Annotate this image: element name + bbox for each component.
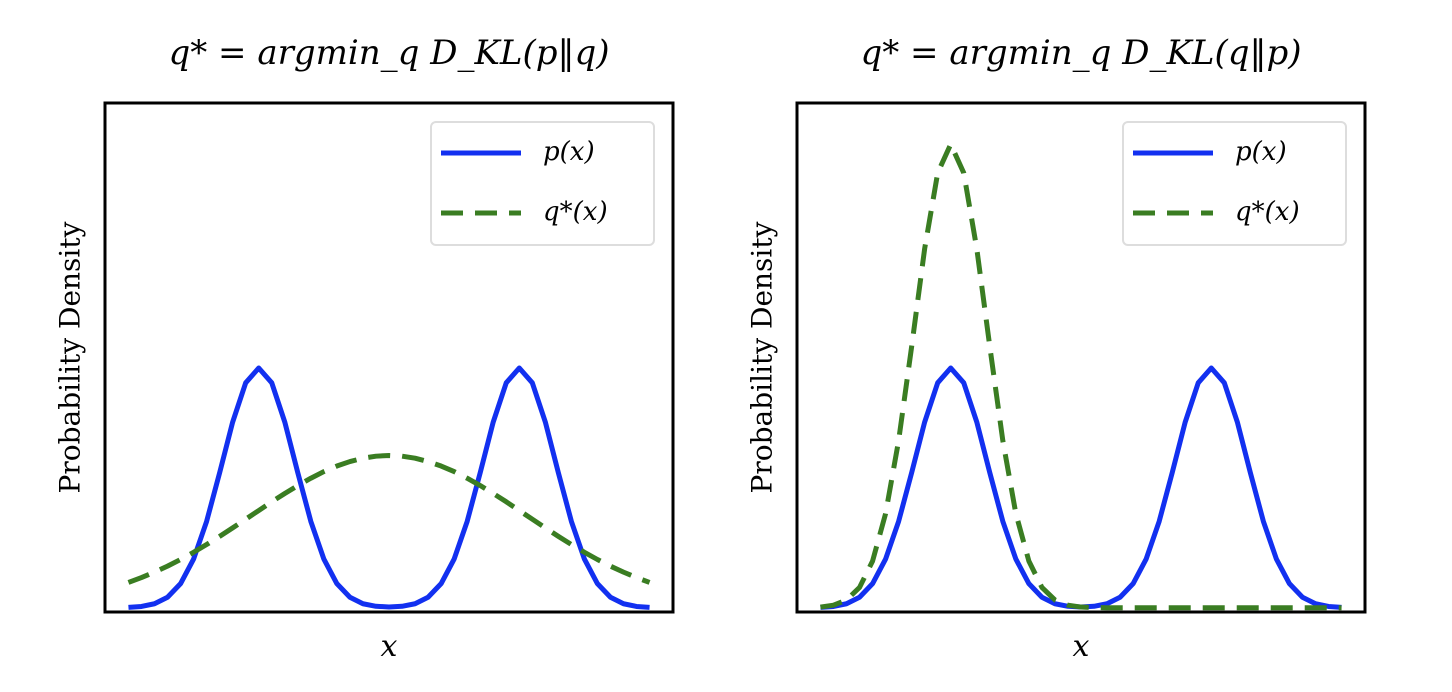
axes-frame xyxy=(795,101,1367,614)
x-axis-label: x xyxy=(1073,629,1090,664)
legend-label: q*(x) xyxy=(1235,197,1300,227)
series-line xyxy=(127,453,651,585)
series-line xyxy=(820,141,1342,611)
legend-label: q*(x) xyxy=(543,197,608,227)
chart-title: q* = argmin_q D_KL(p‖q) xyxy=(168,33,609,73)
legend-label: p(x) xyxy=(1235,137,1287,167)
series-line xyxy=(128,365,650,610)
chart-title: q* = argmin_q D_KL(q‖p) xyxy=(860,33,1301,73)
legend: p(x) q*(x) xyxy=(1122,121,1347,246)
axes-frame xyxy=(103,101,675,614)
y-axis-label: Probability Density xyxy=(746,221,779,493)
legend: p(x) q*(x) xyxy=(430,121,655,246)
series-line xyxy=(820,365,1342,610)
legend-label: p(x) xyxy=(543,137,595,167)
y-axis-label: Probability Density xyxy=(54,221,87,493)
x-axis-label: x xyxy=(381,629,398,664)
